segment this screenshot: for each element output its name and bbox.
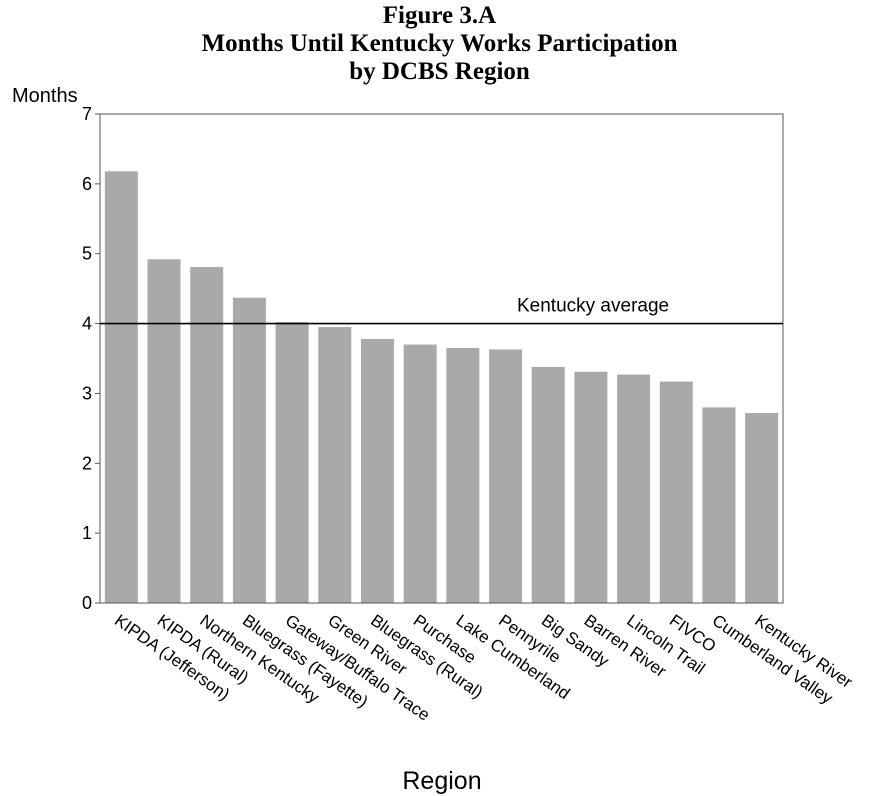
bar-10 bbox=[531, 366, 565, 603]
bar-5 bbox=[318, 327, 352, 603]
x-axis-title: Region bbox=[402, 767, 481, 795]
y-tick-label-0: 0 bbox=[82, 593, 92, 613]
bar-11 bbox=[574, 371, 608, 603]
bar-2 bbox=[190, 266, 224, 603]
figure-title-line2: Months Until Kentucky Works Participatio… bbox=[201, 30, 678, 57]
y-tick-label-1: 1 bbox=[82, 523, 92, 543]
bar-7 bbox=[403, 344, 437, 603]
y-tick-label-7: 7 bbox=[82, 104, 92, 124]
bar-4 bbox=[275, 322, 309, 603]
bar-1 bbox=[147, 259, 181, 603]
bar-8 bbox=[446, 348, 480, 603]
y-tick-label-3: 3 bbox=[82, 383, 92, 403]
y-tick-label-6: 6 bbox=[82, 174, 92, 194]
bar-9 bbox=[489, 349, 523, 603]
bars-group bbox=[104, 171, 779, 604]
y-tick-label-5: 5 bbox=[82, 244, 92, 264]
bar-3 bbox=[232, 297, 266, 603]
kentucky-average-label: Kentucky average bbox=[517, 296, 669, 317]
plot-frame bbox=[99, 113, 784, 604]
figure-title-line3: by DCBS Region bbox=[349, 58, 530, 85]
x-axis-labels: KIPDA (Jefferson)KIPDA (Rural)Northern K… bbox=[111, 611, 856, 725]
figure-title-line1: Figure 3.A bbox=[382, 2, 497, 29]
bar-12 bbox=[617, 374, 651, 603]
y-axis-title: Months bbox=[12, 85, 78, 107]
y-tick-label-4: 4 bbox=[82, 314, 92, 334]
bar-14 bbox=[702, 407, 736, 603]
y-axis-ticks: 0 1 2 3 4 5 6 7 bbox=[82, 104, 100, 613]
bar-0 bbox=[104, 171, 138, 604]
bar-13 bbox=[659, 381, 693, 603]
bar-6 bbox=[360, 338, 394, 603]
y-tick-label-2: 2 bbox=[82, 453, 92, 473]
bar-15 bbox=[745, 412, 779, 603]
